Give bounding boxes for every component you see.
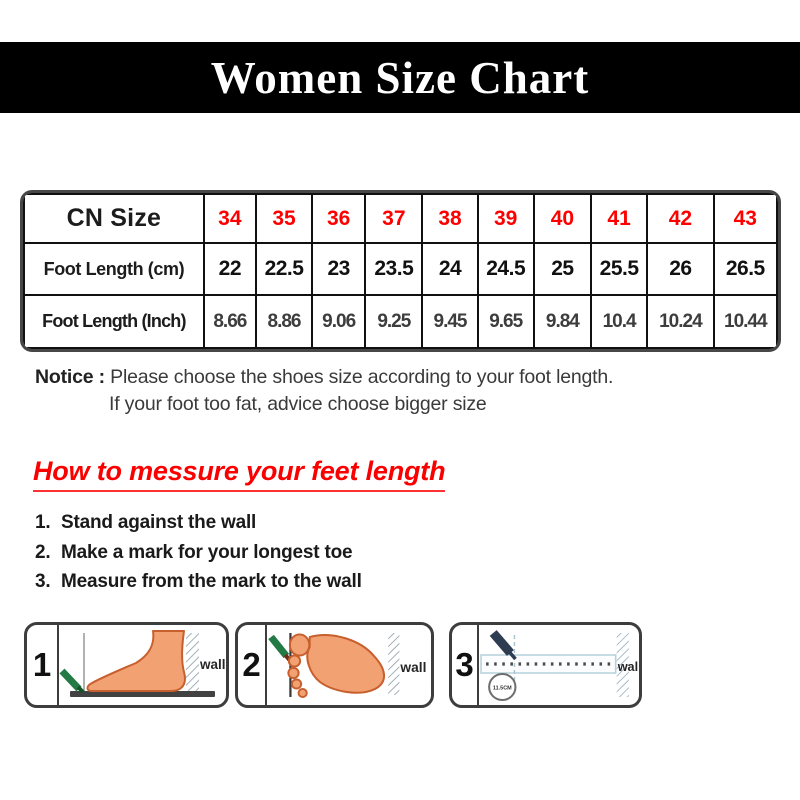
notice-line-1: Notice : Please choose the shoes size ac… bbox=[35, 364, 735, 391]
table-cell: 42 bbox=[646, 193, 715, 244]
list-item: 1. Stand against the wall bbox=[35, 508, 362, 538]
measure-value-label: 11.5CM bbox=[493, 686, 512, 692]
foot-side-icon bbox=[86, 630, 186, 692]
table-cell: 22 bbox=[202, 242, 257, 296]
wall-label: wall bbox=[199, 657, 226, 672]
notice-block: Notice : Please choose the shoes size ac… bbox=[35, 364, 735, 418]
row-label-foot-length-inch: Foot Length (Inch) bbox=[23, 294, 205, 349]
table-cell: 40 bbox=[532, 193, 592, 244]
table-row-foot-length-inch: Foot Length (Inch) 8.66 8.86 9.06 9.25 9… bbox=[23, 294, 778, 349]
wall-label: wall bbox=[617, 660, 639, 674]
illustration-step-3: 3 11.5CM wall bbox=[449, 622, 642, 708]
table-cell: 24 bbox=[421, 242, 479, 296]
table-row-cn-size: CN Size 34 35 36 37 38 39 40 41 42 43 bbox=[23, 193, 778, 244]
step-number: 1. bbox=[35, 512, 51, 533]
wall-hatch bbox=[616, 633, 629, 697]
row-label-foot-length-cm: Foot Length (cm) bbox=[23, 242, 205, 296]
table-cell: 41 bbox=[589, 193, 649, 244]
table-cell: 34 bbox=[202, 193, 257, 244]
step-text: Measure from the mark to the wall bbox=[61, 571, 362, 592]
step-text: Make a mark for your longest toe bbox=[61, 541, 353, 563]
step-number: 2. bbox=[35, 541, 51, 563]
table-cell: 25.5 bbox=[589, 242, 649, 296]
table-cell: 24.5 bbox=[476, 242, 535, 296]
row-label-cn-size: CN Size bbox=[23, 193, 205, 244]
wall-label: wall bbox=[399, 660, 426, 675]
table-cell: 23.5 bbox=[364, 242, 424, 296]
measure-steps-list: 1. Stand against the wall 2. Make a mark… bbox=[35, 508, 362, 597]
table-cell: 22.5 bbox=[254, 242, 314, 296]
floor-bar bbox=[70, 691, 215, 697]
pencil-icon bbox=[59, 668, 82, 692]
illustration-number: 3 bbox=[452, 625, 479, 705]
measure-line-illustration: 11.5CM wall bbox=[480, 630, 639, 701]
table-cell: 8.66 bbox=[202, 294, 257, 349]
notice-label: Notice : bbox=[35, 366, 105, 388]
table-cell: 25 bbox=[532, 242, 592, 296]
step-text: Stand against the wall bbox=[61, 512, 257, 533]
table-cell: 9.65 bbox=[476, 294, 535, 349]
pencil-icon bbox=[489, 630, 514, 656]
table-cell: 9.25 bbox=[364, 294, 424, 349]
footprint-illustration: wall bbox=[268, 633, 426, 698]
pencil-tip bbox=[508, 650, 517, 661]
table-cell: 10.24 bbox=[646, 294, 715, 349]
table-cell: 35 bbox=[254, 193, 314, 244]
foot-side-illustration: wall bbox=[59, 630, 226, 697]
notice-line-2: If your foot too fat, advice choose bigg… bbox=[109, 393, 487, 415]
list-item: 2. Make a mark for your longest toe bbox=[35, 538, 362, 568]
illustration-number: 2 bbox=[238, 625, 267, 705]
ruler-band bbox=[480, 654, 617, 674]
table-cell: 9.06 bbox=[311, 294, 367, 349]
table-cell: 39 bbox=[476, 193, 535, 244]
illustration-number: 1 bbox=[27, 625, 59, 705]
pencil-icon bbox=[268, 634, 290, 659]
table-cell: 26.5 bbox=[712, 242, 778, 296]
wall-hatch bbox=[388, 633, 400, 695]
table-cell: 37 bbox=[364, 193, 424, 244]
table-cell: 9.45 bbox=[421, 294, 479, 349]
wall-hatch bbox=[186, 633, 199, 691]
table-cell: 10.4 bbox=[589, 294, 649, 349]
step-number: 3. bbox=[35, 571, 51, 592]
table-cell: 9.84 bbox=[532, 294, 592, 349]
pencil-tip bbox=[76, 685, 85, 694]
table-cell: 23 bbox=[311, 242, 367, 296]
notice-text-1: Please choose the shoes size according t… bbox=[110, 366, 614, 388]
title-banner: Women Size Chart bbox=[0, 42, 800, 113]
illustration-step-1: 1 wall bbox=[24, 622, 229, 708]
how-to-heading: How to messure your feet length bbox=[33, 456, 446, 492]
footprint-fill bbox=[289, 635, 383, 696]
table-cell: 26 bbox=[646, 242, 715, 296]
table-cell: 36 bbox=[311, 193, 367, 244]
illustration-step-2: 2 bbox=[235, 622, 434, 708]
table-row-foot-length-cm: Foot Length (cm) 22 22.5 23 23.5 24 24.5… bbox=[23, 242, 778, 296]
table-cell: 10.44 bbox=[712, 294, 778, 349]
size-table: CN Size 34 35 36 37 38 39 40 41 42 43 Fo… bbox=[20, 190, 781, 352]
page-title: Women Size Chart bbox=[210, 52, 590, 103]
measure-circle bbox=[488, 673, 517, 701]
table-cell: 8.86 bbox=[254, 294, 314, 349]
table-cell: 43 bbox=[712, 193, 778, 244]
table-cell: 38 bbox=[421, 193, 479, 244]
list-item: 3. Measure from the mark to the wall bbox=[35, 567, 362, 597]
